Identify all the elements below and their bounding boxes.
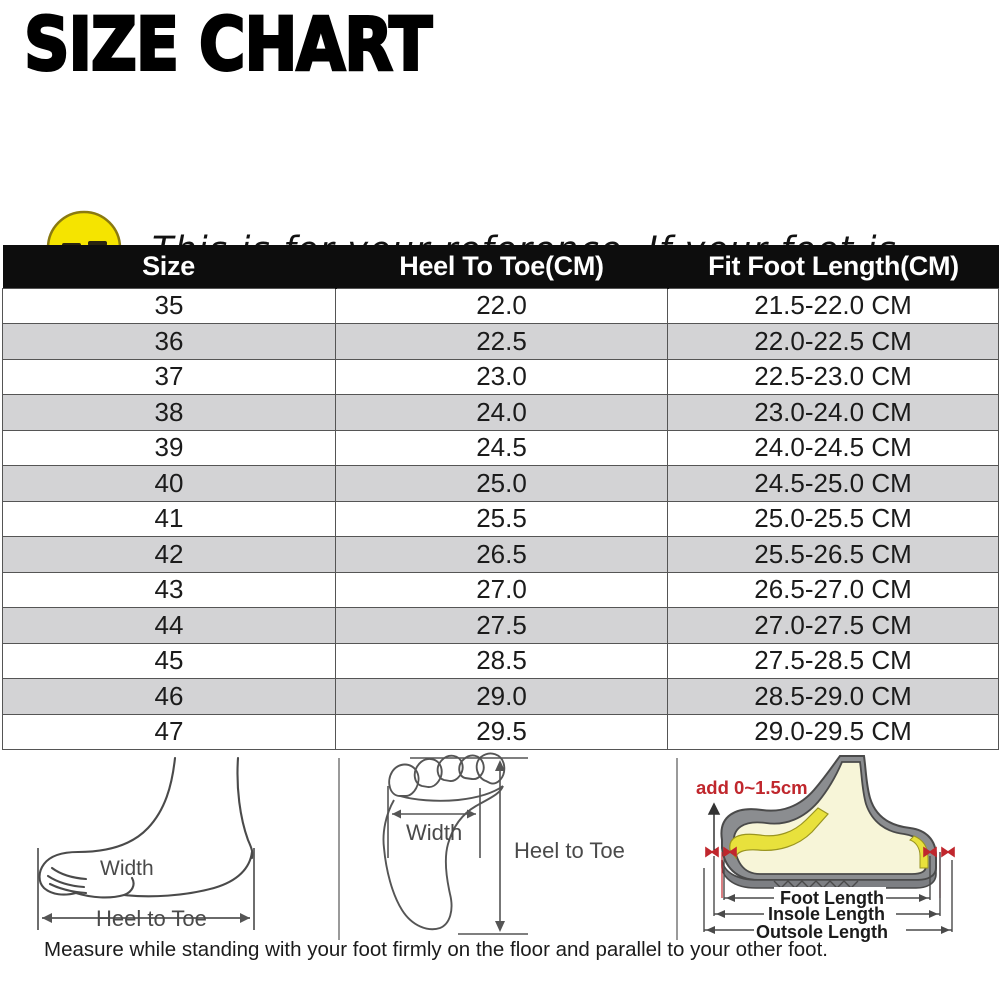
- sole-heel-to-toe-label: Heel to Toe: [514, 838, 625, 863]
- cell-heel-to-toe: 25.5: [335, 500, 668, 537]
- cell-heel-to-toe: 24.0: [335, 394, 668, 430]
- table-row: 39 24.5 24.0-24.5 CM: [2, 429, 999, 466]
- diagram-divider-1: [338, 758, 340, 940]
- cell-size: 39: [2, 429, 336, 466]
- cell-fit-foot-length: 27.0-27.5 CM: [667, 607, 999, 643]
- side-heel-to-toe-label: Heel to Toe: [96, 906, 207, 931]
- cell-heel-to-toe: 22.0: [335, 287, 668, 324]
- cell-heel-to-toe: 27.5: [335, 607, 668, 643]
- size-table: Size Heel To Toe(CM) Fit Foot Length(CM)…: [2, 245, 999, 750]
- cell-heel-to-toe: 26.5: [335, 536, 668, 572]
- cell-size: 36: [2, 323, 336, 359]
- table-body: 35 22.0 21.5-22.0 CM 36 22.5 22.0-22.5 CM 37 23…: [2, 287, 999, 750]
- header-heel-to-toe: Heel To Toe(CM): [334, 245, 668, 288]
- cell-fit-foot-length: 28.5-29.0 CM: [667, 678, 999, 714]
- cell-size: 47: [2, 713, 336, 750]
- cell-fit-foot-length: 23.0-24.0 CM: [667, 394, 999, 430]
- table-row: 40 25.0 24.5-25.0 CM: [2, 465, 999, 501]
- cell-size: 44: [2, 607, 336, 643]
- cell-size: 38: [2, 394, 336, 430]
- insole-length-label: Insole Length: [768, 904, 885, 924]
- diagram-divider-2: [676, 758, 678, 940]
- cell-heel-to-toe: 25.0: [335, 465, 668, 501]
- header-fit-foot-length: Fit Foot Length(CM): [666, 245, 999, 288]
- cell-size: 41: [2, 500, 336, 537]
- sole-width-label: Width: [406, 820, 462, 845]
- cell-size: 40: [2, 465, 336, 501]
- reference-note: This is for your reference· If your feet…: [0, 100, 1000, 336]
- cell-fit-foot-length: 29.0-29.5 CM: [667, 713, 999, 750]
- table-row: 38 24.0 23.0-24.0 CM: [2, 394, 999, 430]
- table-row: 36 22.5 22.0-22.5 CM: [2, 323, 999, 359]
- cell-fit-foot-length: 26.5-27.0 CM: [667, 571, 999, 608]
- cell-fit-foot-length: 22.5-23.0 CM: [667, 358, 999, 395]
- shoe-cross-section-diagram: add 0~1.5cm: [678, 748, 1000, 946]
- table-row: 45 28.5 27.5-28.5 CM: [2, 642, 999, 679]
- cell-heel-to-toe: 23.0: [335, 358, 668, 395]
- cell-fit-foot-length: 21.5-22.0 CM: [667, 287, 999, 324]
- cell-fit-foot-length: 25.0-25.5 CM: [667, 500, 999, 537]
- table-row: 47 29.5 29.0-29.5 CM: [2, 713, 999, 750]
- foot-sole-view-diagram: Width Heel to Toe: [340, 748, 676, 946]
- cell-heel-to-toe: 28.5: [335, 642, 668, 679]
- cell-fit-foot-length: 25.5-26.5 CM: [667, 536, 999, 572]
- cell-size: 42: [2, 536, 336, 572]
- table-row: 37 23.0 22.5-23.0 CM: [2, 358, 999, 395]
- foot-side-view-diagram: Width Heel to Toe: [0, 748, 338, 946]
- measurement-diagrams: Width Heel to Toe: [0, 748, 1000, 946]
- table-row: 35 22.0 21.5-22.0 CM: [2, 287, 999, 324]
- cell-heel-to-toe: 24.5: [335, 429, 668, 466]
- cell-fit-foot-length: 24.5-25.0 CM: [667, 465, 999, 501]
- table-header-row: Size Heel To Toe(CM) Fit Foot Length(CM): [2, 245, 999, 288]
- cell-size: 46: [2, 678, 336, 714]
- cell-fit-foot-length: 27.5-28.5 CM: [667, 642, 999, 679]
- cell-fit-foot-length: 24.0-24.5 CM: [667, 429, 999, 466]
- cell-size: 43: [2, 571, 336, 608]
- foot-length-label: Foot Length: [780, 888, 884, 908]
- table-row: 43 27.0 26.5-27.0 CM: [2, 571, 999, 608]
- measurement-footnote: Measure while standing with your foot fi…: [44, 938, 828, 961]
- cell-size: 37: [2, 358, 336, 395]
- header-size: Size: [2, 245, 336, 288]
- outsole-length-label: Outsole Length: [756, 922, 888, 942]
- table-row: 42 26.5 25.5-26.5 CM: [2, 536, 999, 572]
- cell-fit-foot-length: 22.0-22.5 CM: [667, 323, 999, 359]
- cell-heel-to-toe: 29.0: [335, 678, 668, 714]
- add-margin-label: add 0~1.5cm: [696, 777, 808, 798]
- table-row: 46 29.0 28.5-29.0 CM: [2, 678, 999, 714]
- cell-size: 35: [2, 287, 336, 324]
- cell-heel-to-toe: 29.5: [335, 713, 668, 750]
- table-row: 44 27.5 27.0-27.5 CM: [2, 607, 999, 643]
- cell-heel-to-toe: 27.0: [335, 571, 668, 608]
- table-row: 41 25.5 25.0-25.5 CM: [2, 500, 999, 537]
- cell-heel-to-toe: 22.5: [335, 323, 668, 359]
- cell-size: 45: [2, 642, 336, 679]
- side-width-label: Width: [100, 857, 154, 880]
- page-title: SIZE CHART: [23, 0, 434, 88]
